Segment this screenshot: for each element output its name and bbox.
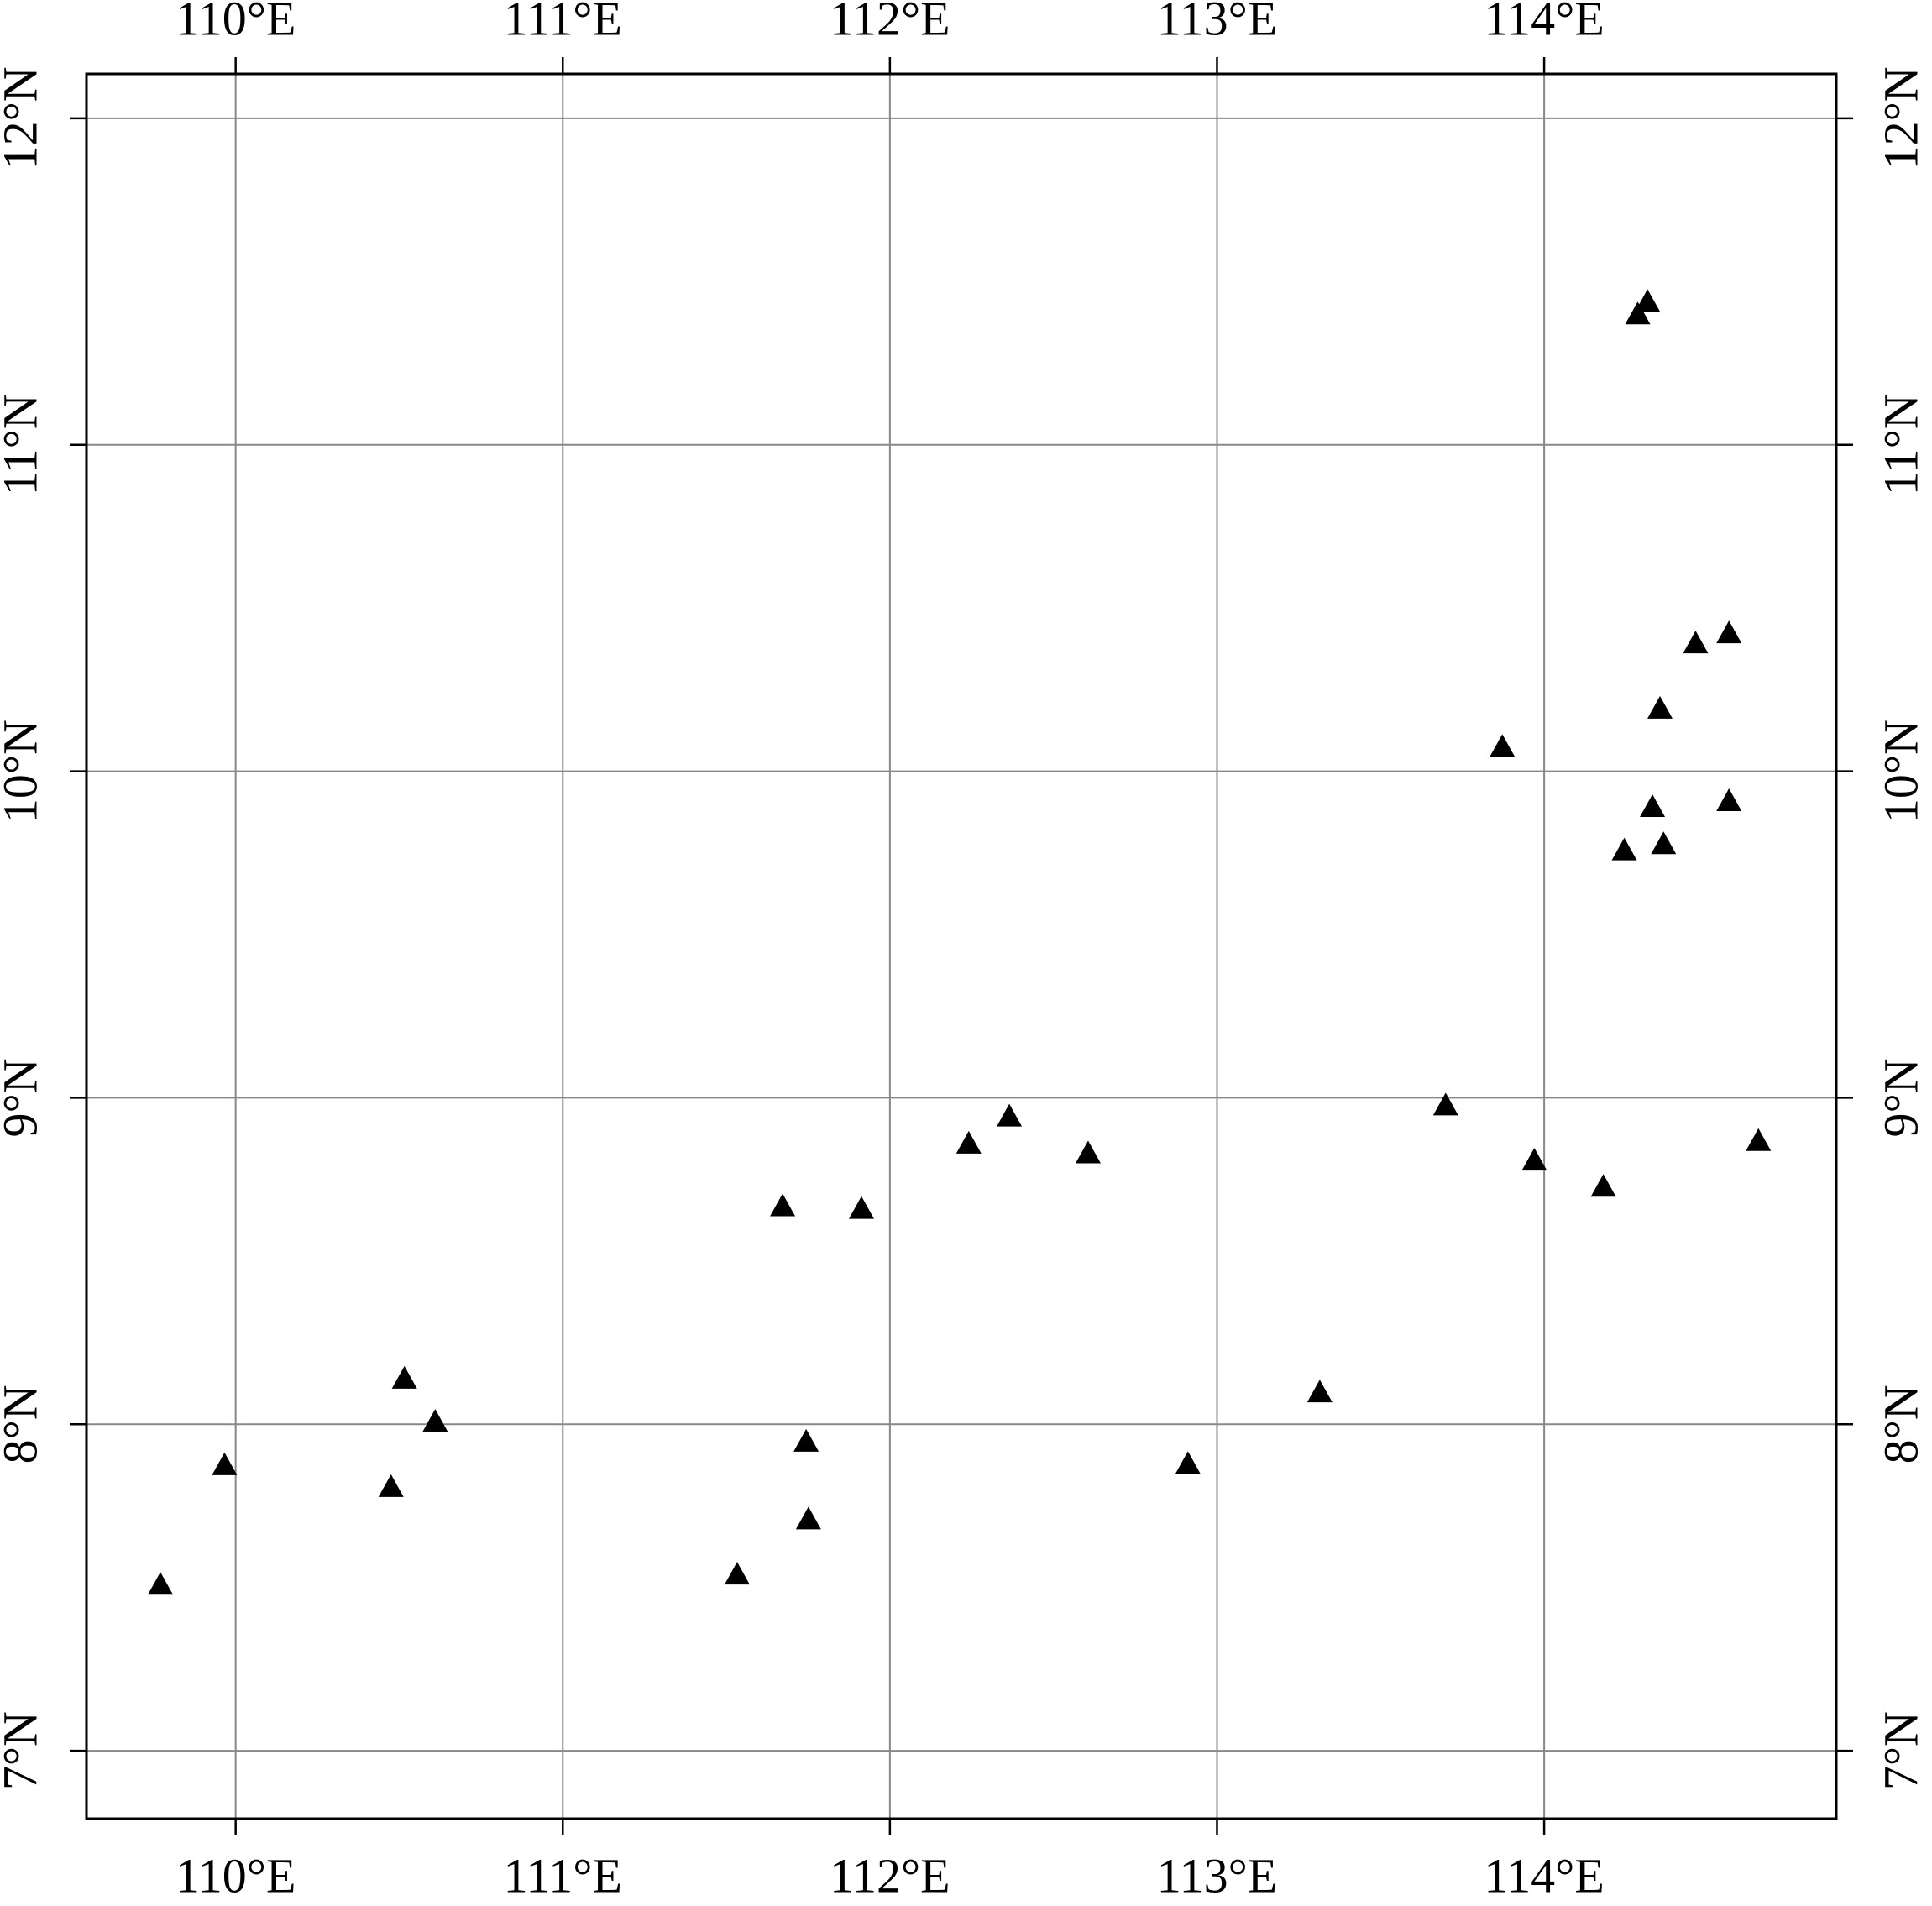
y-tick-label: 9°N: [1873, 1058, 1928, 1137]
site-marker: [1635, 289, 1661, 312]
x-tick-label: 114°E: [1484, 0, 1604, 45]
x-tick-label: 113°E: [1157, 1848, 1277, 1903]
site-marker: [1175, 1451, 1201, 1474]
site-marker: [1716, 620, 1742, 644]
x-tick-label: 110°E: [175, 0, 296, 45]
site-marker: [1647, 695, 1673, 719]
site-marker: [1625, 301, 1651, 325]
site-marker: [770, 1193, 796, 1217]
site-marker: [1651, 831, 1677, 855]
y-tick-label: 12°N: [1873, 66, 1928, 170]
site-marker: [795, 1506, 821, 1530]
y-tick-label: 10°N: [0, 720, 47, 823]
x-tick-label: 110°E: [175, 1848, 296, 1903]
site-marker: [422, 1409, 448, 1432]
site-marker: [391, 1365, 417, 1389]
y-tick-label: 8°N: [0, 1385, 47, 1464]
x-tick-label: 112°E: [830, 1848, 950, 1903]
site-marker: [956, 1130, 982, 1154]
y-tick-label: 11°N: [0, 394, 47, 495]
x-tick-label: 112°E: [830, 0, 950, 45]
site-marker: [378, 1474, 404, 1497]
site-marker: [1075, 1140, 1101, 1164]
site-marker: [1590, 1174, 1616, 1197]
y-tick-label: 7°N: [0, 1711, 47, 1790]
y-tick-label: 8°N: [1873, 1385, 1928, 1464]
site-marker: [997, 1103, 1023, 1127]
site-marker: [1746, 1128, 1772, 1151]
x-tick-label: 111°E: [504, 1848, 622, 1903]
site-marker: [1716, 788, 1742, 811]
site-marker: [1306, 1380, 1333, 1403]
site-marker: [1683, 631, 1709, 654]
y-tick-label: 9°N: [0, 1058, 47, 1137]
site-marker: [148, 1572, 174, 1595]
site-marker: [1611, 837, 1637, 861]
x-tick-label: 113°E: [1157, 0, 1277, 45]
site-marker: [848, 1196, 874, 1219]
site-marker: [1432, 1092, 1458, 1116]
x-tick-label: 114°E: [1484, 1848, 1604, 1903]
site-marker: [724, 1562, 750, 1585]
site-marker: [212, 1452, 238, 1475]
y-tick-label: 7°N: [1873, 1711, 1928, 1790]
y-tick-label: 11°N: [1873, 394, 1928, 495]
y-tick-label: 12°N: [0, 66, 47, 170]
x-tick-label: 111°E: [504, 0, 622, 45]
y-tick-label: 10°N: [1873, 720, 1928, 823]
site-marker: [1521, 1148, 1547, 1171]
site-marker: [793, 1428, 819, 1452]
plot-frame: [85, 72, 1838, 1820]
site-marker: [1640, 793, 1666, 817]
site-marker: [1490, 734, 1516, 757]
